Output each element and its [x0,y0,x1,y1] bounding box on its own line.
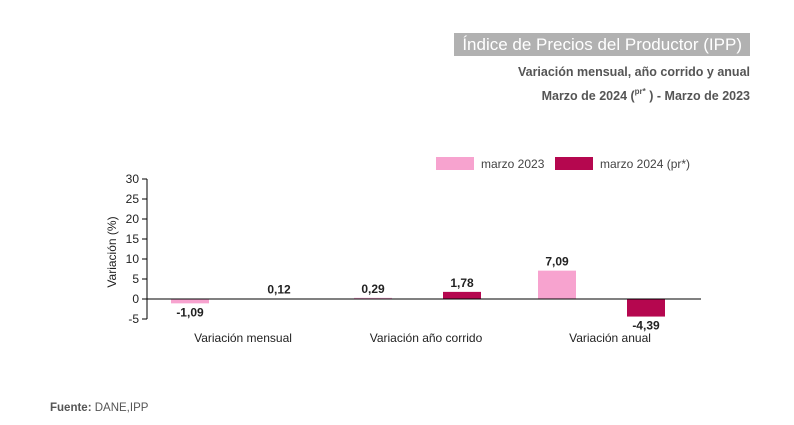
subtitle-superscript: pr* [634,87,646,96]
bar-marzo-2023-1 [354,297,392,299]
y-tick-label: 25 [126,192,140,206]
subtitle-line-2-start: Marzo de 2024 ( [541,89,635,103]
data-label: 0,29 [361,282,385,296]
y-tick-label: 30 [126,172,140,186]
x-category-label: Variación año corrido [370,331,483,345]
y-tick-label: -5 [128,312,139,326]
data-label: 0,12 [267,283,291,297]
data-label: -4,39 [632,319,660,333]
source-label: Fuente: [50,402,92,414]
subtitle-line-1: Variación mensual, año corrido y anual [517,65,750,79]
source-text: DANE,IPP [91,402,149,414]
legend-swatch-marzo-2023 [436,157,474,170]
data-label: -1,09 [176,305,204,319]
bar-marzo-2023-0 [171,299,209,304]
x-category-label: Variación mensual [194,331,292,345]
chart-title: Índice de Precios del Productor (IPP) [454,33,750,56]
bar-marzo-2024-1 [443,291,481,299]
subtitle-line-2-end: ) - Marzo de 2023 [645,89,750,103]
chart-subtitle: Variación mensual, año corrido y anual M… [518,62,750,106]
y-tick-label: 15 [126,232,140,246]
bar-marzo-2024-2 [627,299,665,317]
legend-label: marzo 2023 [481,157,545,171]
y-tick-label: 5 [132,272,139,286]
y-tick-label: 20 [126,212,140,226]
source-note: Fuente: DANE,IPP [50,402,148,414]
y-tick-label: 10 [126,252,140,266]
x-category-label: Variación anual [569,331,651,345]
bar-marzo-2023-2 [538,270,576,299]
data-label: 1,78 [450,276,474,290]
y-tick-label: 0 [132,292,139,306]
y-axis-title: Variación (%) [105,216,119,287]
legend-swatch-marzo-2024 [555,157,593,170]
data-label: 7,09 [545,255,569,269]
subtitle-line-2: Marzo de 2024 (pr* ) - Marzo de 2023 [518,82,750,106]
legend-label: marzo 2024 (pr*) [600,157,690,171]
